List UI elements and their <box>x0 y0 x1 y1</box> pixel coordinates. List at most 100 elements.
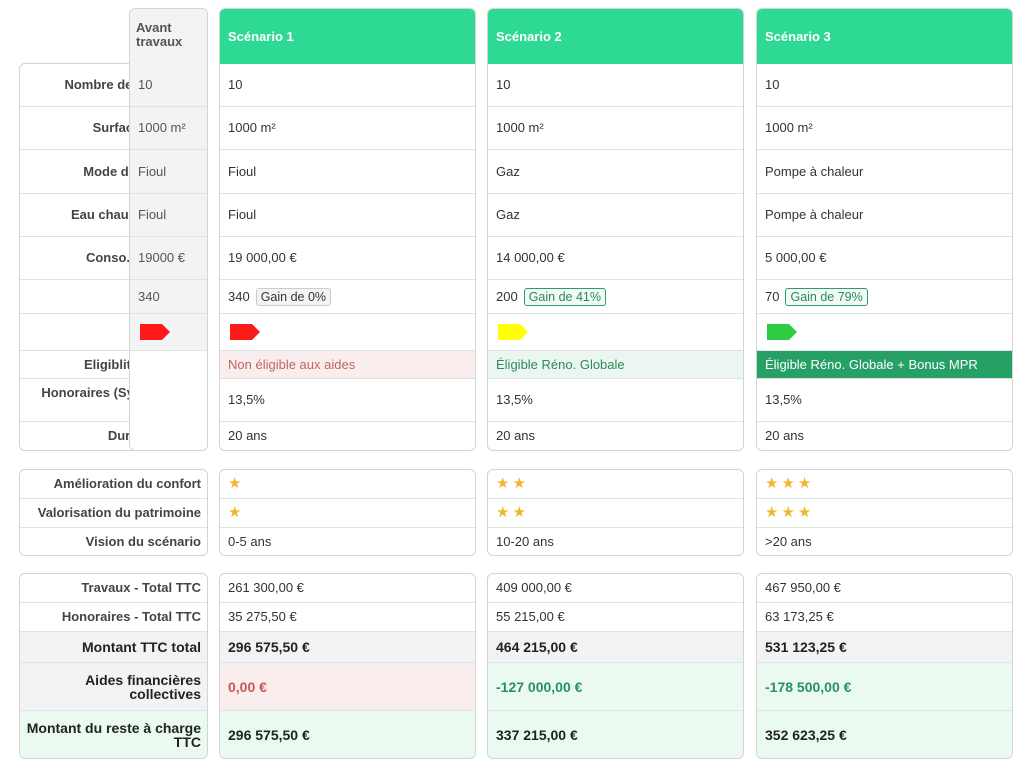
section3-labels: Travaux - Total TTC Honoraires - Total T… <box>19 573 208 759</box>
before-conso: 19000 € <box>130 237 207 280</box>
s1-surface: 1000 m² <box>220 107 475 150</box>
s2-vision: 10-20 ans <box>496 533 554 549</box>
s1-confort-rating: ★ <box>220 470 475 499</box>
energy-label-badge: G <box>140 324 170 340</box>
s2-travaux-total: 409 000,00 € <box>488 574 743 603</box>
star-icon: ★ <box>228 504 242 521</box>
s2-ecs: Gaz <box>488 194 743 237</box>
label-aides: Aides financières collectives <box>20 663 207 711</box>
section3-scenario-2: 409 000,00 € 55 215,00 € 464 215,00 € -1… <box>487 573 744 759</box>
label-vision: Vision du scénario <box>85 533 201 549</box>
before-header: Avant travaux <box>130 9 207 64</box>
energy-label-badge: G <box>230 324 260 340</box>
s1-ecs: Fioul <box>220 194 475 237</box>
before-etiquette: G <box>130 314 207 351</box>
scenario-1-column: Scénario 1 10 1000 m² Fioul Fioul 19 000… <box>219 8 476 451</box>
s3-patrimoine-rating: ★ ★ ★ <box>757 499 1012 528</box>
scenario-1-header[interactable]: Scénario 1 <box>220 9 475 64</box>
section3-scenario-1: 261 300,00 € 35 275,50 € 296 575,50 € 0,… <box>219 573 476 759</box>
energy-label-letter: G <box>147 326 155 337</box>
scenario-3-header[interactable]: Scénario 3 <box>757 9 1012 64</box>
star-icon: ★ <box>797 475 812 492</box>
scenario-2-column: Scénario 2 10 1000 m² Gaz Gaz 14 000,00 … <box>487 8 744 451</box>
s1-eligibilite: Non éligible aux aides <box>220 351 475 379</box>
s3-confort-rating: ★ ★ ★ <box>757 470 1012 499</box>
star-icon: ★ <box>496 504 510 521</box>
s3-honoraires-total: 63 173,25 € <box>757 603 1012 632</box>
s1-reste-charge: 296 575,50 € <box>220 711 475 758</box>
energy-label-badge: D <box>498 324 528 340</box>
s3-ecs: Pompe à chaleur <box>757 194 1012 237</box>
s1-cep: 340 Gain de 0% <box>220 280 475 314</box>
s2-surface: 1000 m² <box>488 107 743 150</box>
s2-reste-charge: 337 215,00 € <box>488 711 743 758</box>
s2-etiquette: D <box>488 314 743 351</box>
section2-scenario-2: ★ ★ ★ ★ 10-20 ans <box>487 469 744 556</box>
s3-honoraires: 13,5% <box>757 379 1012 422</box>
label-confort: Amélioration du confort <box>20 470 207 499</box>
s3-travaux-total: 467 950,00 € <box>757 574 1012 603</box>
s2-gain-badge: Gain de 41% <box>523 287 606 306</box>
s3-chauffage: Pompe à chaleur <box>757 150 1012 194</box>
s2-cep-value: 200 <box>496 288 518 304</box>
scenario-3-column: Scénario 3 10 1000 m² Pompe à chaleur Po… <box>756 8 1013 451</box>
s3-eligibilite: Éligible Réno. Globale + Bonus MPR <box>757 351 1012 379</box>
s2-cep: 200 Gain de 41% <box>488 280 743 314</box>
before-logements: 10 <box>130 64 207 107</box>
star-icon: ★ <box>228 475 242 492</box>
s2-honoraires: 13,5% <box>488 379 743 422</box>
s1-travaux-total: 261 300,00 € <box>220 574 475 603</box>
s3-vision: >20 ans <box>765 533 812 549</box>
s1-chauffage: Fioul <box>220 150 475 194</box>
s3-montant-total: 531 123,25 € <box>757 632 1012 663</box>
s3-logements: 10 <box>757 64 1012 107</box>
s2-honoraires-total: 55 215,00 € <box>488 603 743 632</box>
scenario-2-header[interactable]: Scénario 2 <box>488 9 743 64</box>
star-icon: ★ <box>512 504 526 521</box>
star-icon: ★ <box>496 475 510 492</box>
s2-duree: 20 ans <box>496 428 536 443</box>
s2-patrimoine-rating: ★ ★ <box>488 499 743 528</box>
s2-aides: -127 000,00 € <box>488 663 743 711</box>
section2-scenario-1: ★ ★ 0-5 ans <box>219 469 476 556</box>
s1-aides: 0,00 € <box>220 663 475 711</box>
section3-scenario-3: 467 950,00 € 63 173,25 € 531 123,25 € -1… <box>756 573 1013 759</box>
s1-etiquette: G <box>220 314 475 351</box>
s2-logements: 10 <box>488 64 743 107</box>
before-cep: 340 <box>130 280 207 314</box>
s1-cep-value: 340 <box>228 288 250 304</box>
s2-conso: 14 000,00 € <box>488 237 743 280</box>
s3-etiquette: B <box>757 314 1012 351</box>
label-travaux-total: Travaux - Total TTC <box>20 574 207 603</box>
s1-duree: 20 ans <box>228 428 268 443</box>
label-reste-charge: Montant du reste à charge TTC <box>20 711 207 758</box>
star-icon: ★ <box>765 475 779 492</box>
s2-montant-total: 464 215,00 € <box>488 632 743 663</box>
s1-vision: 0-5 ans <box>228 533 272 549</box>
star-icon: ★ <box>765 504 779 521</box>
before-chauffage: Fioul <box>130 150 207 194</box>
label-honoraires-total: Honoraires - Total TTC <box>20 603 207 632</box>
s3-gain-badge: Gain de 79% <box>785 287 868 306</box>
before-column: Avant travaux 10 1000 m² Fioul Fioul 190… <box>129 8 208 451</box>
s3-reste-charge: 352 623,25 € <box>757 711 1012 758</box>
s3-cep-value: 70 <box>765 288 780 304</box>
s3-cep: 70 Gain de 79% <box>757 280 1012 314</box>
s3-conso: 5 000,00 € <box>757 237 1012 280</box>
before-surface: 1000 m² <box>130 107 207 150</box>
s3-duree: 20 ans <box>765 428 805 443</box>
energy-label-letter: G <box>237 326 245 337</box>
label-montant-total: Montant TTC total <box>20 632 207 663</box>
s2-confort-rating: ★ ★ <box>488 470 743 499</box>
before-ecs: Fioul <box>130 194 207 237</box>
s2-eligibilite: Éligible Réno. Globale <box>488 351 743 379</box>
label-patrimoine: Valorisation du patrimoine <box>20 499 207 528</box>
energy-label-letter: D <box>505 326 513 337</box>
s3-aides: -178 500,00 € <box>757 663 1012 711</box>
s1-honoraires-total: 35 275,50 € <box>220 603 475 632</box>
s1-montant-total: 296 575,50 € <box>220 632 475 663</box>
star-icon: ★ <box>781 504 795 521</box>
section2-scenario-3: ★ ★ ★ ★ ★ ★ >20 ans <box>756 469 1013 556</box>
s1-honoraires: 13,5% <box>220 379 475 422</box>
star-icon: ★ <box>781 475 795 492</box>
